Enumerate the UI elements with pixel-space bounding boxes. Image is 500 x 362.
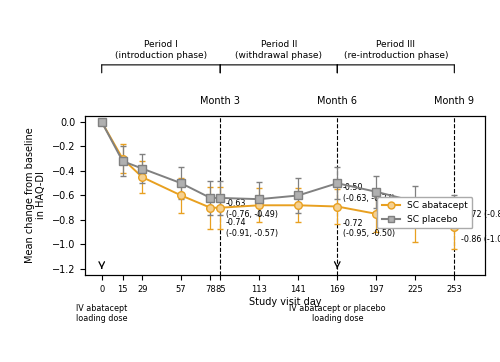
Text: Period I
(introduction phase): Period I (introduction phase) — [115, 40, 207, 60]
Text: -0.86 (-1.04, -0.67): -0.86 (-1.04, -0.67) — [462, 235, 500, 244]
Text: -0.50
(-0.63, -0.37): -0.50 (-0.63, -0.37) — [343, 183, 394, 203]
Text: -0.72
(-0.95, -0.50): -0.72 (-0.95, -0.50) — [343, 219, 395, 238]
Legend: SC abatacept, SC placebo: SC abatacept, SC placebo — [378, 197, 472, 228]
Text: -0.74
(-0.91, -0.57): -0.74 (-0.91, -0.57) — [226, 218, 278, 237]
Text: IV abatacept or placebo
loading dose: IV abatacept or placebo loading dose — [289, 304, 386, 323]
Text: Period III
(re-introduction phase): Period III (re-introduction phase) — [344, 40, 448, 60]
Y-axis label: Mean change from baseline
in HAQ-DI: Mean change from baseline in HAQ-DI — [24, 128, 46, 264]
Text: -0.63
(-0.76, -0.49): -0.63 (-0.76, -0.49) — [226, 199, 278, 219]
Text: -0.72 (-0.85, -0.60): -0.72 (-0.85, -0.60) — [462, 210, 500, 219]
Text: Period II
(withdrawal phase): Period II (withdrawal phase) — [235, 40, 322, 60]
Text: IV abatacept
loading dose: IV abatacept loading dose — [76, 304, 128, 323]
X-axis label: Study visit day: Study visit day — [249, 296, 321, 307]
